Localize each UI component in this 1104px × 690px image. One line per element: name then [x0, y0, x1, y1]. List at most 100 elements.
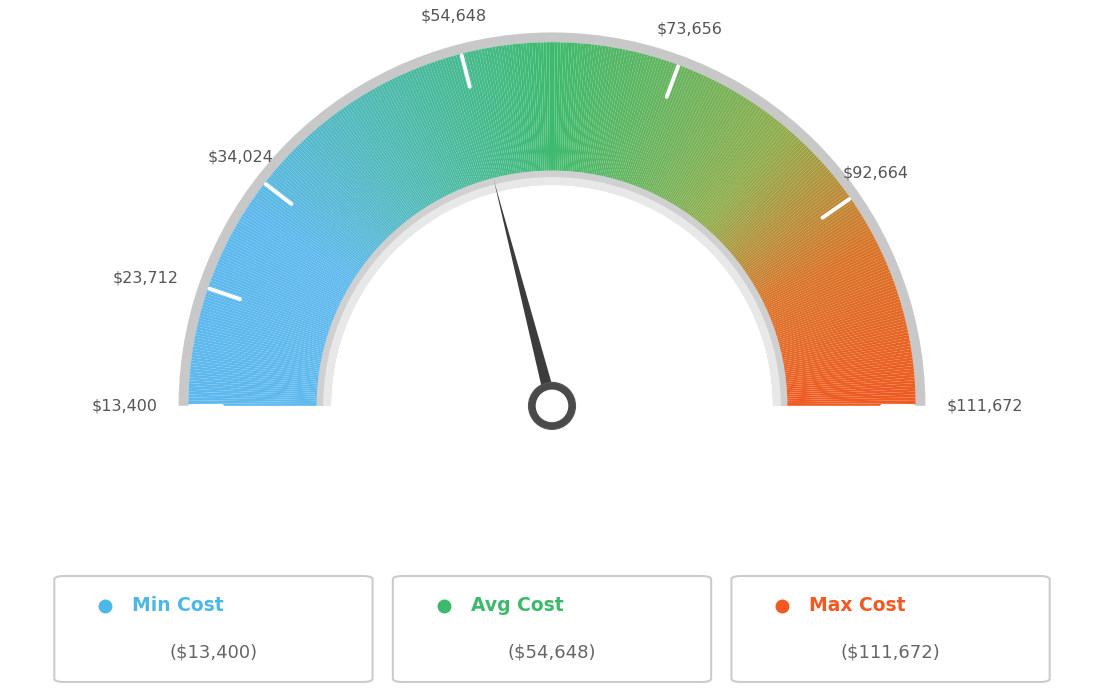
Wedge shape — [285, 157, 391, 256]
Wedge shape — [624, 62, 672, 197]
Wedge shape — [758, 275, 892, 328]
Wedge shape — [421, 66, 474, 200]
Text: $92,664: $92,664 — [842, 166, 909, 181]
Wedge shape — [424, 65, 476, 199]
Wedge shape — [210, 280, 344, 331]
Wedge shape — [201, 307, 340, 348]
Wedge shape — [699, 135, 797, 243]
Wedge shape — [203, 299, 341, 343]
Wedge shape — [254, 195, 372, 279]
Wedge shape — [301, 141, 401, 246]
Wedge shape — [611, 55, 650, 193]
Wedge shape — [721, 172, 832, 265]
Wedge shape — [214, 269, 348, 324]
Wedge shape — [734, 199, 852, 282]
Wedge shape — [772, 369, 914, 385]
Wedge shape — [376, 86, 447, 213]
Wedge shape — [741, 218, 866, 293]
Wedge shape — [732, 195, 850, 279]
Wedge shape — [266, 179, 380, 269]
Wedge shape — [615, 57, 659, 195]
Wedge shape — [768, 329, 909, 361]
Wedge shape — [309, 133, 406, 242]
Wedge shape — [705, 145, 807, 248]
Wedge shape — [405, 72, 465, 204]
Wedge shape — [586, 47, 612, 188]
Wedge shape — [631, 67, 686, 201]
Wedge shape — [710, 150, 814, 253]
Wedge shape — [400, 75, 461, 206]
Wedge shape — [484, 48, 512, 189]
Wedge shape — [729, 188, 845, 275]
Wedge shape — [193, 344, 335, 370]
Wedge shape — [543, 42, 549, 185]
Wedge shape — [698, 133, 795, 242]
Wedge shape — [755, 262, 887, 319]
Wedge shape — [443, 58, 487, 195]
Wedge shape — [402, 73, 463, 205]
Wedge shape — [747, 238, 877, 306]
Wedge shape — [595, 49, 626, 190]
Wedge shape — [691, 124, 784, 236]
Wedge shape — [367, 91, 442, 216]
Wedge shape — [660, 88, 732, 214]
Wedge shape — [256, 192, 373, 277]
Wedge shape — [374, 87, 446, 213]
Wedge shape — [304, 139, 402, 245]
Wedge shape — [666, 95, 742, 217]
Wedge shape — [604, 52, 639, 192]
Wedge shape — [657, 86, 728, 213]
Wedge shape — [722, 174, 834, 266]
Wedge shape — [625, 63, 676, 198]
Wedge shape — [191, 363, 332, 382]
Wedge shape — [764, 307, 903, 348]
Wedge shape — [216, 264, 349, 322]
Wedge shape — [750, 244, 879, 308]
Wedge shape — [448, 57, 490, 195]
Wedge shape — [756, 269, 890, 324]
Wedge shape — [221, 254, 351, 315]
Wedge shape — [766, 315, 905, 353]
Wedge shape — [509, 44, 528, 186]
Wedge shape — [437, 60, 484, 197]
Wedge shape — [684, 115, 773, 230]
Wedge shape — [689, 120, 779, 233]
Wedge shape — [189, 380, 331, 392]
Wedge shape — [193, 341, 335, 368]
Wedge shape — [769, 346, 911, 371]
Wedge shape — [348, 104, 429, 224]
Wedge shape — [720, 170, 830, 264]
Wedge shape — [287, 155, 392, 255]
Wedge shape — [747, 236, 874, 304]
Wedge shape — [772, 363, 913, 382]
Wedge shape — [773, 388, 915, 397]
Wedge shape — [450, 56, 492, 194]
Wedge shape — [661, 90, 734, 215]
Wedge shape — [578, 45, 597, 187]
Text: $54,648: $54,648 — [421, 9, 487, 24]
Wedge shape — [357, 97, 435, 219]
Wedge shape — [190, 369, 332, 385]
Wedge shape — [215, 267, 348, 323]
Wedge shape — [331, 185, 773, 406]
Wedge shape — [314, 129, 408, 239]
Wedge shape — [250, 201, 370, 283]
Wedge shape — [773, 397, 915, 402]
Wedge shape — [354, 99, 434, 220]
Wedge shape — [772, 372, 914, 387]
Wedge shape — [555, 42, 561, 185]
Wedge shape — [692, 126, 786, 237]
Wedge shape — [279, 164, 388, 260]
Wedge shape — [714, 159, 821, 257]
Wedge shape — [305, 137, 403, 244]
Wedge shape — [739, 211, 861, 289]
Wedge shape — [766, 318, 905, 355]
Wedge shape — [340, 108, 425, 226]
Wedge shape — [200, 313, 339, 351]
Wedge shape — [415, 68, 470, 201]
Wedge shape — [194, 337, 336, 366]
Wedge shape — [675, 104, 756, 224]
Circle shape — [529, 382, 575, 429]
Wedge shape — [534, 43, 543, 186]
Wedge shape — [734, 201, 854, 283]
